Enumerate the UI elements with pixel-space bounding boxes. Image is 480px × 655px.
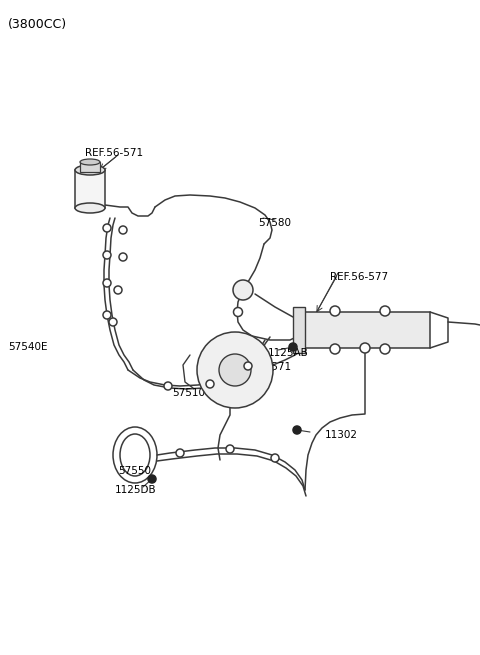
Text: 1125AB: 1125AB — [268, 348, 309, 358]
Circle shape — [103, 251, 111, 259]
Circle shape — [119, 253, 127, 261]
Circle shape — [103, 279, 111, 287]
Text: 57580: 57580 — [258, 218, 291, 228]
Text: (3800CC): (3800CC) — [8, 18, 67, 31]
Circle shape — [176, 449, 184, 457]
Ellipse shape — [75, 165, 105, 175]
Circle shape — [271, 454, 279, 462]
Text: 57540E: 57540E — [8, 342, 48, 352]
Text: 11302: 11302 — [325, 430, 358, 440]
Circle shape — [244, 362, 252, 370]
Text: REF.56-577: REF.56-577 — [330, 272, 388, 282]
Text: 57510: 57510 — [172, 388, 205, 398]
Circle shape — [119, 226, 127, 234]
Circle shape — [109, 318, 117, 326]
Text: REF.56-571: REF.56-571 — [233, 362, 291, 372]
Ellipse shape — [80, 159, 100, 165]
Circle shape — [330, 344, 340, 354]
Text: REF.56-571: REF.56-571 — [85, 148, 143, 158]
Bar — [293, 307, 305, 353]
Bar — [80, 162, 100, 172]
Bar — [305, 312, 430, 348]
Circle shape — [164, 382, 172, 390]
Ellipse shape — [75, 203, 105, 213]
Circle shape — [226, 445, 234, 453]
Circle shape — [380, 344, 390, 354]
Circle shape — [103, 311, 111, 319]
Circle shape — [148, 475, 156, 483]
Circle shape — [360, 343, 370, 353]
Circle shape — [233, 307, 242, 316]
Circle shape — [293, 426, 301, 434]
Circle shape — [197, 332, 273, 408]
Text: 1125DB: 1125DB — [115, 485, 156, 495]
Circle shape — [114, 286, 122, 294]
Circle shape — [233, 280, 253, 300]
Circle shape — [103, 224, 111, 232]
Circle shape — [289, 343, 297, 351]
Circle shape — [330, 306, 340, 316]
Circle shape — [380, 306, 390, 316]
Circle shape — [206, 380, 214, 388]
Bar — [75, 170, 105, 208]
Circle shape — [219, 354, 251, 386]
Ellipse shape — [120, 434, 150, 476]
Text: 57550: 57550 — [118, 466, 151, 476]
